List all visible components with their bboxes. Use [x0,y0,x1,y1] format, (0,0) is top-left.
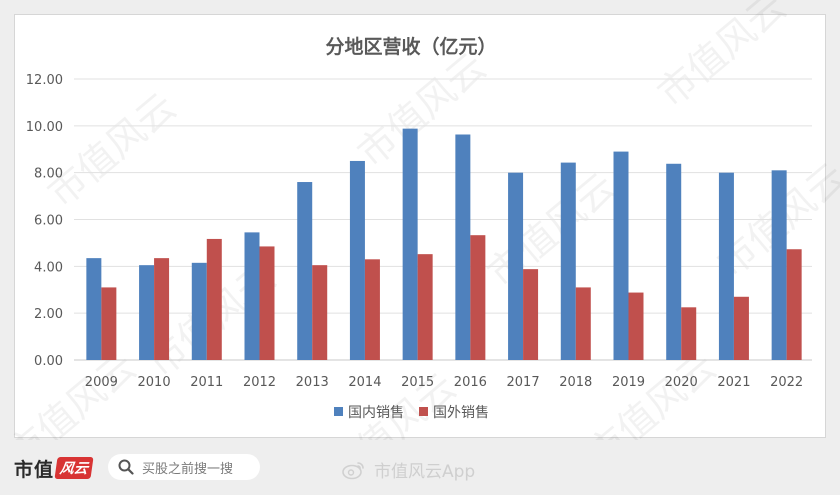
bar-overseas [364,259,380,360]
x-tick-label: 2019 [612,375,645,390]
bar-overseas [312,265,328,360]
bar-domestic [666,163,682,360]
x-axis-tick-labels: 2009 2010 2011 2012 2013 2014 2015 2016 2017 2018… [85,375,803,390]
bar-overseas [523,269,539,360]
y-tick-label: 0.00 [34,354,63,369]
bar-overseas [786,249,802,360]
bar-domestic [402,128,418,360]
legend-label: 国内销售 [348,405,404,421]
watermark-text: 市值风云 [579,344,724,440]
watermark-text: 市值风云 [319,364,464,440]
weibo-icon [342,461,364,479]
chart: 市值风云市值风云市值风云市值风云市值风云市值风云市值风云市值风云市值风云 分地区… [0,0,840,440]
chart-title: 分地区营收（亿元） [325,35,496,58]
y-tick-label: 8.00 [34,167,63,182]
watermark-text: 市值风云 [0,344,144,440]
chart-frame [14,14,826,438]
bar-overseas [681,307,697,360]
search-box[interactable]: 买股之前搜一搜 [108,454,260,480]
y-axis-tick-labels: 0.00 2.00 4.00 6.00 8.00 10.00 12.00 [26,73,63,369]
y-tick-label: 2.00 [34,307,63,322]
bar-domestic [86,258,102,360]
x-tick-label: 2018 [559,375,592,390]
bar-domestic [455,134,471,360]
bar-overseas [575,287,591,360]
legend-swatch [334,407,343,416]
bar-overseas [628,292,644,360]
y-tick-label: 12.00 [26,73,63,88]
footer: 市值 风云 买股之前搜一搜 市值风云App [0,440,840,495]
x-tick-label: 2022 [770,375,803,390]
bar-overseas [154,258,170,360]
bar-overseas [417,254,433,360]
bar-domestic [297,182,313,360]
x-tick-label: 2012 [243,375,276,390]
bar-domestic [191,262,207,360]
weibo-label: 市值风云App [374,462,476,482]
bar-domestic [560,162,576,360]
bar-domestic [508,172,524,360]
bar-overseas [206,238,222,360]
y-tick-label: 10.00 [26,120,63,135]
brand-logo[interactable]: 市值 风云 [14,456,94,481]
x-tick-label: 2021 [717,375,750,390]
bar-domestic [613,151,629,360]
x-tick-label: 2014 [348,375,381,390]
watermark-text: 市值风云 [649,0,794,116]
brand-mark: 风云 [54,457,94,479]
weibo-account[interactable]: 市值风云App [342,457,475,482]
y-tick-label: 6.00 [34,214,63,229]
x-tick-label: 2013 [296,375,329,390]
x-tick-label: 2010 [138,375,171,390]
search-placeholder: 买股之前搜一搜 [142,461,234,477]
bar-overseas [733,296,749,360]
bar-domestic [349,160,365,360]
x-tick-label: 2020 [665,375,698,390]
bar-overseas [259,246,275,360]
bar-domestic [718,172,734,360]
x-tick-label: 2016 [454,375,487,390]
x-tick-label: 2015 [401,375,434,390]
y-tick-label: 4.00 [34,260,63,275]
legend-label: 国外销售 [433,405,489,421]
bars [86,128,802,360]
bar-domestic [139,265,155,360]
magnifier-icon [118,459,134,475]
bar-domestic [771,170,787,360]
watermark-text: 市值风云 [349,44,494,175]
legend[interactable]: 国内销售 国外销售 [334,405,489,421]
watermark-text: 市值风云 [479,164,624,295]
bar-domestic [244,232,260,360]
watermark-text: 市值风云 [39,84,184,215]
legend-swatch [419,407,428,416]
x-tick-label: 2017 [507,375,540,390]
x-tick-label: 2011 [190,375,223,390]
brand-text: 市值 [14,458,55,481]
bar-overseas [101,287,117,360]
bar-overseas [470,235,486,360]
x-tick-label: 2009 [85,375,118,390]
